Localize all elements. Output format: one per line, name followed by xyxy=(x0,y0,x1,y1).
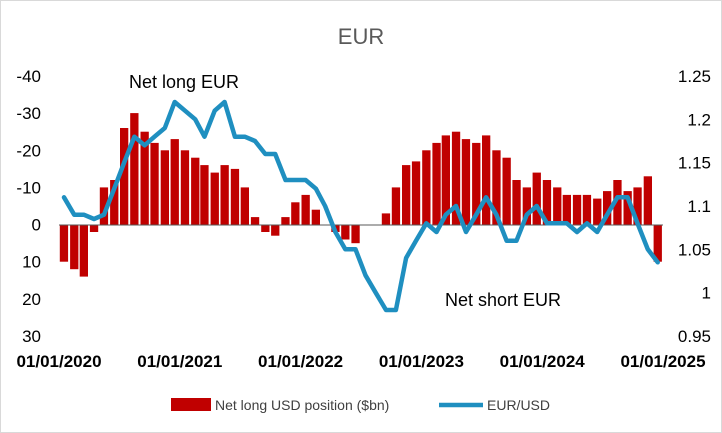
bar-2022-02 xyxy=(311,209,320,225)
left-tick-label: 0 xyxy=(32,216,41,235)
legend-label-bars: Net long USD position ($bn) xyxy=(215,397,389,413)
annotation-net-short: Net short EUR xyxy=(445,290,561,310)
bar-2023-10 xyxy=(512,180,521,225)
bar-2021-04 xyxy=(210,172,219,225)
bar-2023-12 xyxy=(532,172,541,225)
x-tick-label: 01/01/2021 xyxy=(137,352,222,371)
eurusd-line xyxy=(61,99,660,313)
bar-2023-05 xyxy=(461,139,471,225)
annotation-net-long: Net long EUR xyxy=(129,72,239,92)
bar-2021-02 xyxy=(191,157,200,225)
right-tick-label: 0.95 xyxy=(678,327,711,346)
left-tick-label: -20 xyxy=(16,141,41,160)
right-axis-ticks: 1.25 1.2 1.15 1.1 1.05 1 0.95 xyxy=(678,67,711,346)
right-tick-label: 1.15 xyxy=(678,154,711,173)
x-tick-label: 01/01/2025 xyxy=(620,352,705,371)
bar-2020-02 xyxy=(70,224,79,270)
bar-2020-09 xyxy=(140,131,149,225)
legend-label-line: EUR/USD xyxy=(487,397,550,413)
left-tick-label: -40 xyxy=(16,67,41,86)
right-tick-label: 1.2 xyxy=(687,110,711,129)
x-tick-label: 01/01/2020 xyxy=(16,352,101,371)
bar-2024-02 xyxy=(553,187,562,225)
bar-2021-09 xyxy=(261,224,270,232)
left-tick-label: -30 xyxy=(16,104,41,123)
bar-2022-05 xyxy=(341,224,350,240)
bar-2023-01 xyxy=(422,150,431,225)
bar-2020-07 xyxy=(120,128,129,225)
bar-2024-07 xyxy=(603,191,612,225)
left-tick-label: 20 xyxy=(22,290,41,309)
bar-2022-12 xyxy=(411,161,421,225)
right-tick-label: 1.25 xyxy=(678,67,711,86)
bars-layer xyxy=(59,113,662,277)
bar-2021-07 xyxy=(240,187,249,225)
bar-2023-03 xyxy=(441,135,450,225)
left-tick-label: 30 xyxy=(22,327,41,346)
left-axis-ticks: -40 -30 -20 -10 0 10 20 30 xyxy=(16,67,41,346)
bar-2023-06 xyxy=(472,142,481,225)
bar-2024-01 xyxy=(542,180,552,225)
bar-2024-05 xyxy=(582,194,592,225)
legend-swatch-bars xyxy=(171,398,211,411)
bar-2020-11 xyxy=(160,150,169,225)
bar-2020-08 xyxy=(130,113,139,225)
bar-2021-11 xyxy=(281,217,290,225)
x-tick-label: 01/01/2024 xyxy=(500,352,586,371)
bar-2024-03 xyxy=(562,194,571,225)
bar-2021-08 xyxy=(250,217,260,225)
left-tick-label: -10 xyxy=(16,178,41,197)
bar-2024-11 xyxy=(643,176,652,225)
bar-2021-12 xyxy=(291,202,300,225)
bar-2024-04 xyxy=(572,194,582,225)
bar-2023-08 xyxy=(492,150,501,225)
bar-2021-06 xyxy=(230,168,240,225)
bar-2022-10 xyxy=(391,187,401,225)
bar-2020-01 xyxy=(59,224,69,262)
bar-2022-09 xyxy=(381,213,391,225)
bar-2022-11 xyxy=(402,165,411,225)
bar-2023-09 xyxy=(502,157,511,225)
bar-2021-03 xyxy=(200,165,209,225)
left-tick-label: 10 xyxy=(22,253,41,272)
x-tick-label: 01/01/2022 xyxy=(258,352,343,371)
x-axis-ticks: 01/01/2020 01/01/2021 01/01/2022 01/01/2023… xyxy=(16,352,705,371)
bar-2020-04 xyxy=(89,224,99,232)
bar-2024-08 xyxy=(613,180,622,225)
bar-2022-01 xyxy=(301,194,310,225)
bar-2020-06 xyxy=(110,180,119,225)
bar-2020-03 xyxy=(79,224,88,277)
bar-2023-11 xyxy=(522,187,531,225)
bar-2023-07 xyxy=(482,135,491,225)
chart-title: EUR xyxy=(338,24,384,49)
bar-2020-10 xyxy=(150,142,159,225)
line-layer xyxy=(61,99,660,313)
bar-2024-06 xyxy=(593,198,602,225)
x-tick-label: 01/01/2023 xyxy=(379,352,464,371)
bar-2024-09 xyxy=(623,191,632,225)
bar-2020-12 xyxy=(170,139,179,225)
bar-2024-10 xyxy=(633,187,642,225)
right-tick-label: 1.1 xyxy=(687,197,711,216)
bar-2022-06 xyxy=(351,224,360,244)
bar-2021-10 xyxy=(271,224,280,236)
bar-2021-01 xyxy=(180,150,190,225)
right-tick-label: 1.05 xyxy=(678,240,711,259)
bar-2020-05 xyxy=(99,187,109,225)
bar-2024-12 xyxy=(653,224,662,262)
bar-2023-02 xyxy=(432,142,441,225)
bar-2023-04 xyxy=(451,131,461,225)
bar-2021-05 xyxy=(220,165,229,225)
right-tick-label: 1 xyxy=(702,284,711,303)
